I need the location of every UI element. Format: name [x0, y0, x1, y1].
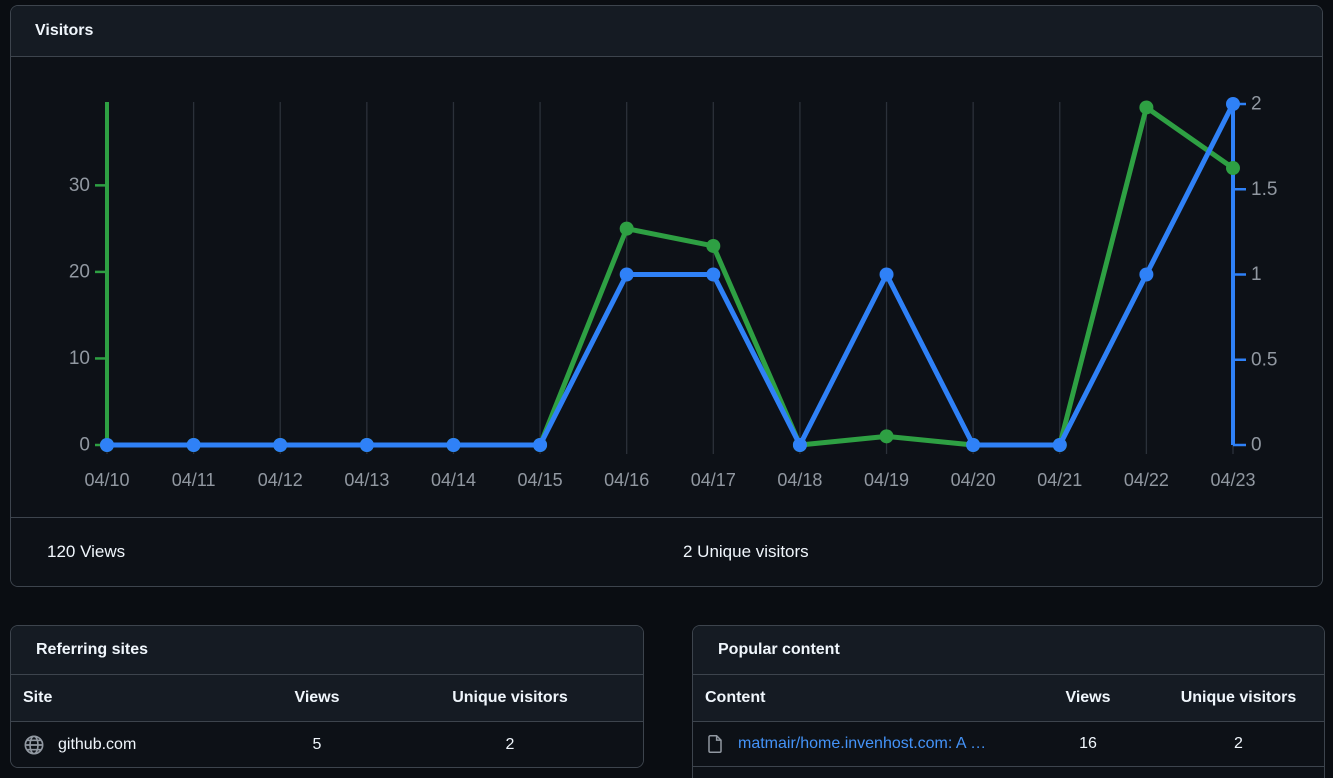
- site-views: 5: [312, 735, 322, 753]
- file-icon: [705, 733, 725, 755]
- table-row: matmair/home.invenhost.com: A … 16 2: [693, 722, 1324, 767]
- visitors-chart-footer: 120 Views 2 Unique visitors: [11, 517, 1322, 586]
- visitors-chart-area: 04/10 04/11 04/12 04/13 04/14 04/15 04/16 04/17…: [11, 57, 1322, 517]
- total-views-label: 120 Views: [47, 542, 126, 561]
- column-site: Site: [23, 689, 53, 706]
- svg-text:1.5: 1.5: [1251, 179, 1277, 200]
- traffic-tables-row: Referring sites Site Views Unique visito…: [0, 625, 1333, 778]
- column-content: Content: [705, 689, 766, 706]
- column-unique-visitors: Unique visitors: [1180, 689, 1297, 706]
- content-views: 16: [1079, 735, 1097, 752]
- svg-text:0.5: 0.5: [1251, 349, 1277, 370]
- total-unique-visitors-label: 2 Unique visitors: [683, 542, 809, 561]
- visitors-title: Visitors: [35, 22, 94, 39]
- svg-text:0: 0: [79, 435, 90, 456]
- svg-text:10: 10: [69, 348, 90, 369]
- column-views: Views: [294, 689, 340, 706]
- svg-text:20: 20: [69, 261, 90, 282]
- column-unique-visitors: Unique visitors: [452, 689, 568, 706]
- svg-text:04/15: 04/15: [518, 470, 563, 490]
- svg-text:0: 0: [1251, 435, 1262, 456]
- referring-sites-header: Referring sites: [11, 626, 643, 675]
- svg-text:04/13: 04/13: [344, 470, 389, 490]
- svg-text:04/17: 04/17: [691, 470, 736, 490]
- referring-sites-card: Referring sites Site Views Unique visito…: [10, 625, 644, 768]
- referring-sites-title: Referring sites: [36, 641, 149, 658]
- content-link[interactable]: matmair/home.invenhost.com: A …: [738, 735, 987, 752]
- svg-text:04/21: 04/21: [1037, 470, 1082, 490]
- svg-text:04/20: 04/20: [951, 470, 996, 490]
- content-unique: 2: [1234, 735, 1243, 752]
- site-name: github.com: [58, 735, 137, 753]
- svg-text:04/12: 04/12: [258, 470, 303, 490]
- globe-icon: [23, 734, 45, 756]
- svg-text:04/10: 04/10: [84, 470, 129, 490]
- visitors-card-header: Visitors: [11, 6, 1322, 57]
- popular-content-table-head: Content Views Unique visitors: [693, 675, 1324, 722]
- site-unique: 2: [505, 735, 515, 753]
- table-row: github.com 5 2: [11, 722, 643, 767]
- visitors-card: Visitors 04/10 04/11 04/12 04/13 04/14 04/15 0…: [10, 5, 1323, 587]
- svg-text:04/18: 04/18: [777, 470, 822, 490]
- popular-content-card: Popular content Content Views Unique vis…: [692, 625, 1325, 778]
- svg-text:04/22: 04/22: [1124, 470, 1169, 490]
- svg-text:04/14: 04/14: [431, 470, 476, 490]
- svg-text:1: 1: [1251, 264, 1262, 285]
- svg-text:04/23: 04/23: [1210, 470, 1255, 490]
- svg-text:04/16: 04/16: [604, 470, 649, 490]
- svg-text:04/11: 04/11: [172, 470, 216, 490]
- svg-text:2: 2: [1251, 94, 1262, 115]
- popular-content-header: Popular content: [693, 626, 1324, 675]
- column-views: Views: [1065, 689, 1111, 706]
- popular-content-title: Popular content: [718, 641, 840, 658]
- visitors-chart[interactable]: 04/10 04/11 04/12 04/13 04/14 04/15 04/16 04/17…: [11, 57, 1322, 517]
- referring-sites-table-head: Site Views Unique visitors: [11, 675, 643, 722]
- svg-text:04/19: 04/19: [864, 470, 909, 490]
- svg-text:30: 30: [69, 175, 90, 196]
